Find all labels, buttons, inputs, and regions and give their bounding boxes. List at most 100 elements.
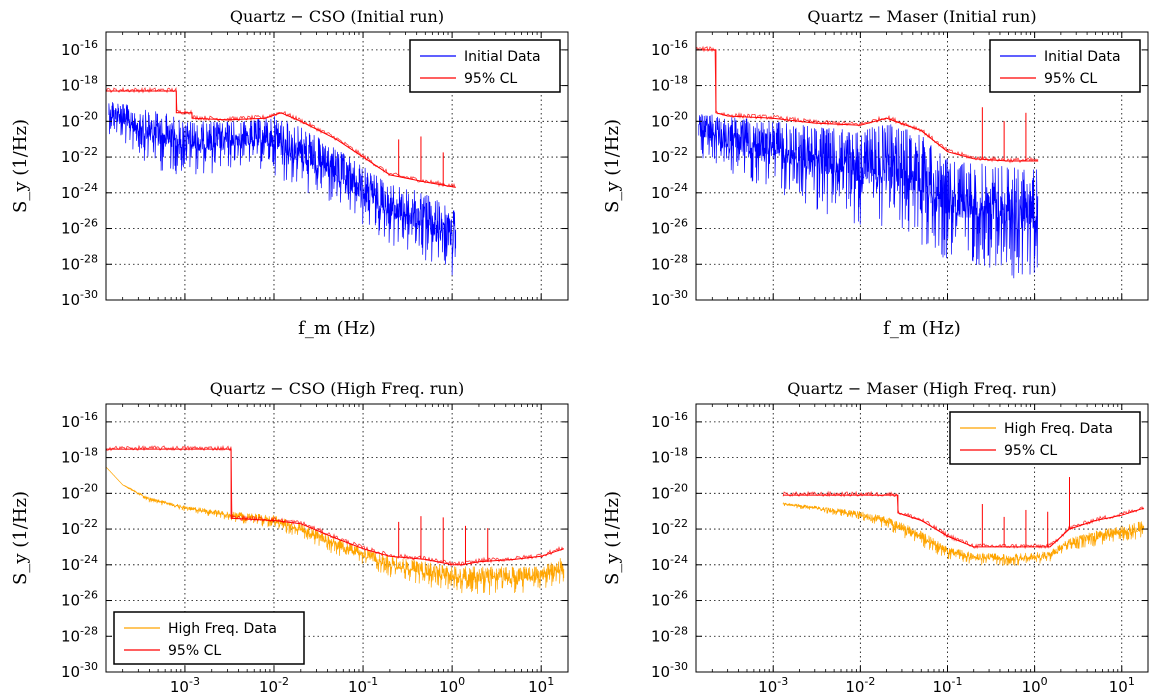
- y-tick-label: 10-16: [651, 38, 688, 59]
- axes-frame: [695, 31, 1149, 301]
- y-ticks: 10-16 10-18 10-20 10-22 10-24 10-26 10-28 10-30: [61, 410, 568, 681]
- series-95-cl: [106, 86, 456, 188]
- legend: Initial Data 95% CL: [989, 39, 1141, 93]
- plot-area: [696, 45, 1039, 279]
- y-tick-label: 10-18: [61, 446, 98, 467]
- panel-maser-highfreq: Quartz − Maser (High Freq. run) 10-1610-…: [602, 379, 1149, 696]
- series-high-freq-data: [106, 466, 565, 596]
- y-axis-label: S_y (1/Hz): [10, 119, 31, 213]
- x-ticks: [122, 32, 542, 300]
- axes-frame: [105, 31, 569, 301]
- legend: Initial Data 95% CL: [409, 39, 561, 93]
- y-tick-label: 10-26: [651, 217, 688, 238]
- x-tick-label: 100: [1022, 675, 1048, 696]
- y-tick-label: 10-24: [61, 553, 98, 574]
- y-tick-label: 10-22: [61, 517, 98, 538]
- series-path: [106, 466, 565, 596]
- legend-label: 95% CL: [1004, 443, 1057, 459]
- series-initial-data: [698, 114, 1039, 279]
- x-ticks: 10-3 10-2 10-1 100 101: [711, 404, 1135, 696]
- x-tick-label: 10-1: [932, 675, 962, 696]
- axes-frame: [105, 403, 569, 673]
- chart-title: Quartz − CSO (Initial run): [230, 7, 444, 26]
- legend-label: Initial Data: [464, 49, 541, 65]
- y-tick-label: 10-30: [61, 660, 98, 681]
- x-tick-label: 10-3: [758, 675, 788, 696]
- legend: High Freq. Data 95% CL: [949, 411, 1141, 465]
- x-tick-label: 100: [439, 675, 465, 696]
- y-tick-label: 10-18: [61, 74, 98, 95]
- y-axis-label: S_y (1/Hz): [602, 491, 623, 585]
- legend-label: 95% CL: [464, 71, 517, 87]
- x-tick-label: 10-1: [348, 675, 378, 696]
- y-tick-label: 10-22: [651, 517, 688, 538]
- panel-maser-initial: Quartz − Maser (Initial run) 10-16 10-18 1…: [602, 7, 1149, 339]
- x-ticks: [711, 32, 1123, 300]
- series-path: [698, 114, 1039, 279]
- legend-label: Initial Data: [1044, 49, 1121, 65]
- y-tick-label: 10-18: [651, 446, 688, 467]
- y-tick-label: 10-26: [61, 217, 98, 238]
- y-tick-label: 10-28: [651, 624, 688, 645]
- legend-box: [113, 611, 305, 665]
- y-tick-label: 10-30: [651, 288, 688, 309]
- y-ticks: 10-16 10-18 10-20 10-22 10-24 10-26 10-28 10-30: [651, 410, 1148, 681]
- chart-title: Quartz − CSO (High Freq. run): [210, 379, 465, 398]
- cl-envelope: [696, 49, 1039, 162]
- x-axis-label: f_m (Hz): [883, 318, 961, 339]
- y-tick-label: 10-16: [61, 410, 98, 431]
- y-tick-label: 10-18: [651, 74, 688, 95]
- y-tick-label: 10-20: [651, 481, 688, 502]
- legend-box: [949, 411, 1141, 465]
- panel-cso-initial: Quartz − CSO (Initial run) 10-16 10-18 10-…: [10, 7, 569, 339]
- axes-frame: [695, 403, 1149, 673]
- y-axis-label: S_y (1/Hz): [602, 119, 623, 213]
- legend-box: [989, 39, 1141, 93]
- plot-area: [106, 444, 565, 596]
- x-ticks: 10-3 10-2 10-1 100 101: [122, 404, 554, 696]
- cl-trace: [782, 490, 1144, 550]
- y-tick-label: 10-28: [61, 252, 98, 273]
- series-95-cl: [106, 444, 565, 568]
- x-tick-label: 101: [528, 675, 554, 696]
- y-tick-label: 10-22: [61, 145, 98, 166]
- y-tick-label: 10-28: [651, 252, 688, 273]
- series-path: [782, 501, 1145, 566]
- series-path: [108, 102, 457, 276]
- x-tick-label: 10-2: [845, 675, 875, 696]
- y-tick-label: 10-26: [61, 589, 98, 610]
- y-tick-label: 10-20: [61, 109, 98, 130]
- cl-trace: [106, 444, 564, 568]
- x-tick-label: 101: [1109, 675, 1135, 696]
- y-tick-label: 10-24: [61, 181, 98, 202]
- y-tick-label: 10-28: [61, 624, 98, 645]
- legend-label: High Freq. Data: [1004, 421, 1113, 437]
- series-95-cl: [782, 477, 1145, 550]
- chart-title: Quartz − Maser (High Freq. run): [787, 379, 1056, 398]
- y-ticks: 10-16 10-18 10-20 10-22 10-24 10-26 10-28 10-30: [61, 38, 568, 309]
- chart-title: Quartz − Maser (Initial run): [807, 7, 1036, 26]
- y-tick-label: 10-26: [651, 589, 688, 610]
- cl-trace: [106, 86, 456, 188]
- legend-box: [409, 39, 561, 93]
- y-tick-label: 10-24: [651, 181, 688, 202]
- series-initial-data: [108, 102, 457, 276]
- y-tick-label: 10-16: [651, 410, 688, 431]
- y-tick-label: 10-20: [61, 481, 98, 502]
- plot-area: [782, 477, 1145, 566]
- y-tick-label: 10-24: [651, 553, 688, 574]
- plot-area: [106, 86, 457, 276]
- series-95-cl: [696, 45, 1039, 164]
- y-axis-label: S_y (1/Hz): [10, 491, 31, 585]
- y-tick-label: 10-20: [651, 109, 688, 130]
- y-tick-label: 10-30: [651, 660, 688, 681]
- y-ticks: 10-16 10-18 10-20 10-22 10-24 10-26 10-28 10-30: [651, 38, 1148, 309]
- panel-cso-highfreq: Quartz − CSO (High Freq. run) 10-16 10-18…: [10, 379, 569, 696]
- legend: High Freq. Data 95% CL: [113, 611, 305, 665]
- y-tick-label: 10-16: [61, 38, 98, 59]
- series-high-freq-data: [782, 501, 1145, 566]
- x-tick-label: 10-3: [170, 675, 200, 696]
- x-tick-label: 10-2: [259, 675, 289, 696]
- cl-trace: [696, 45, 1039, 164]
